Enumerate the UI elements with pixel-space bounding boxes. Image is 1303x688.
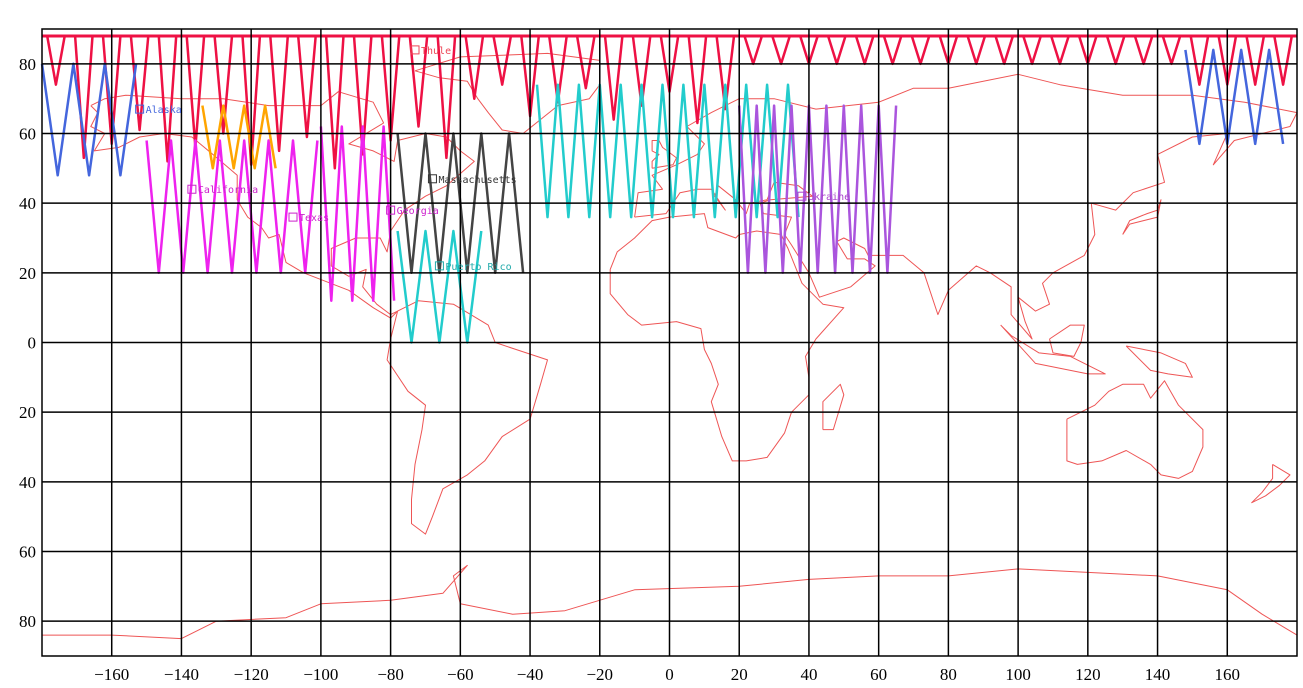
latitude-tick-label: 40 (19, 473, 36, 492)
longitude-tick-labels: −160 −140 −120 −100 −80 −60 −40 −20 0 20 40 60 80 100… (94, 665, 1240, 684)
coastline-indonesia (1000, 324, 1106, 375)
track-polar-8 (687, 35, 708, 125)
track-polar--176 (45, 35, 66, 86)
latitude-tick-label: 0 (28, 334, 37, 353)
track-polar--128 (213, 35, 234, 135)
track-polar--168 (73, 35, 94, 160)
latitude-tick-label: 60 (19, 125, 36, 144)
place-labels: Alaska Thule California Massachusetts Texas G… (135, 45, 850, 273)
track-magenta-2 (319, 125, 396, 302)
coastline-antarctica (42, 564, 1298, 640)
place-marker (434, 261, 444, 271)
longitude-tick-label: 160 (1215, 665, 1241, 684)
place-label-ukraine: Ukraine (808, 192, 850, 203)
track-polar-176 (1273, 35, 1294, 86)
latitude-tick-label: 60 (19, 543, 36, 562)
longitude-tick-label: −140 (164, 665, 199, 684)
track-polar-48 (826, 35, 847, 66)
track-polar--48 (492, 35, 513, 86)
track-cyan (535, 83, 800, 219)
coastline-new-guinea (1125, 345, 1193, 378)
longitude-tick-label: 0 (665, 665, 674, 684)
track-polar-144 (1161, 35, 1182, 66)
coastline-japan (1122, 199, 1162, 235)
longitude-tick-label: −160 (94, 665, 129, 684)
track-polar-96 (994, 35, 1015, 66)
coastline-europe-asia (634, 73, 1298, 340)
place-label-massachusetts: Massachusetts (438, 175, 516, 186)
track-polar--136 (185, 35, 206, 149)
latitude-tick-label: 80 (19, 55, 36, 74)
place-label-puerto-rico: Puerto Rico (445, 262, 511, 273)
track-polar-136 (1133, 35, 1154, 66)
track-polar-72 (910, 35, 931, 66)
longitude-tick-label: 140 (1145, 665, 1171, 684)
longitude-tick-label: −100 (303, 665, 338, 684)
track-polar--32 (547, 35, 568, 104)
track-polar-168 (1245, 35, 1266, 86)
track-polar--72 (408, 35, 429, 128)
latitude-tick-label: 80 (19, 612, 36, 631)
longitude-tick-label: 100 (1005, 665, 1031, 684)
place-marker (135, 104, 145, 114)
coastline-north-america (90, 91, 475, 319)
longitude-tick-label: 120 (1075, 665, 1101, 684)
longitude-tick-label: 40 (800, 665, 817, 684)
track-polar-88 (966, 35, 987, 66)
coastline-madagascar (822, 383, 845, 431)
place-label-thule: Thule (421, 46, 451, 57)
latitude-tick-label: 20 (19, 403, 36, 422)
track-polar--64 (436, 35, 457, 160)
coastline-borneo (1049, 324, 1085, 357)
track-polar--144 (157, 35, 178, 163)
track-polar--104 (296, 35, 317, 139)
track-polar-24 (743, 35, 764, 66)
track-polar-32 (771, 35, 791, 66)
track-polar-16 (715, 35, 736, 111)
place-label-georgia: Georgia (397, 206, 439, 217)
lat-lon-grid (41, 28, 1298, 657)
longitude-tick-label: −40 (517, 665, 544, 684)
track-polar--152 (129, 35, 150, 132)
track-polar--8 (631, 35, 652, 107)
track-polar-128 (1105, 35, 1126, 66)
place-marker (288, 212, 298, 222)
track-polar--88 (352, 35, 373, 156)
place-label-texas: Texas (299, 213, 329, 224)
place-marker (386, 205, 396, 215)
latitude-tick-label: 40 (19, 194, 36, 213)
track-polar-112 (1050, 35, 1070, 66)
track-blue-east (1184, 48, 1285, 146)
track-polar--56 (464, 35, 485, 100)
place-marker (797, 191, 807, 201)
place-marker (187, 184, 197, 194)
coastline-africa (609, 213, 845, 462)
track-orange (201, 104, 277, 170)
place-marker (410, 45, 420, 55)
track-polar--24 (575, 35, 596, 90)
longitude-tick-label: 20 (731, 665, 748, 684)
track-polar-56 (854, 35, 875, 66)
place-label-alaska: Alaska (146, 105, 182, 116)
track-polar-152 (1189, 35, 1210, 86)
longitude-tick-label: −20 (586, 665, 613, 684)
longitude-tick-label: −120 (234, 665, 269, 684)
track-polar-104 (1022, 35, 1042, 66)
longitude-tick-label: −60 (447, 665, 474, 684)
track-blue-west (40, 62, 138, 177)
latitude-tick-label: 20 (19, 264, 36, 283)
track-polar-64 (882, 35, 903, 66)
coastline-new-zealand (1251, 463, 1291, 504)
latitude-tick-labels: 80 60 40 20 0 20 40 60 80 (19, 55, 36, 631)
longitude-tick-label: 80 (940, 665, 957, 684)
place-label-california: California (198, 185, 258, 196)
track-polar--112 (269, 35, 290, 153)
longitude-tick-label: 60 (870, 665, 887, 684)
coastline-australia (1066, 380, 1204, 479)
place-marker (427, 174, 437, 184)
longitude-tick-label: −80 (377, 665, 404, 684)
track-polar--96 (324, 35, 345, 170)
